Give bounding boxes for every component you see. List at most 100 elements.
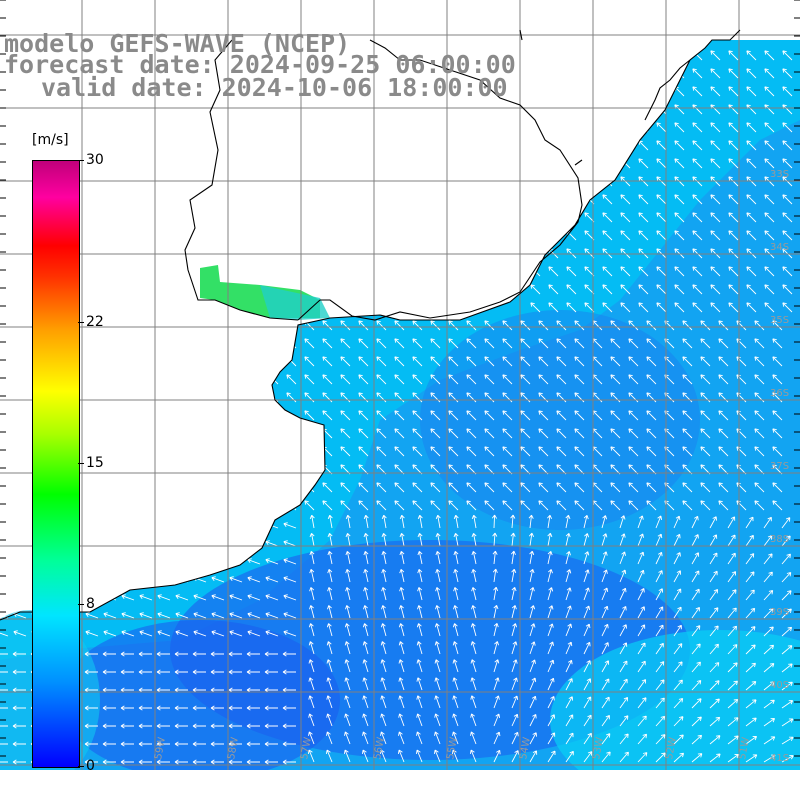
wind-arrow <box>362 731 369 745</box>
wind-arrow <box>246 651 260 657</box>
wind-arrow <box>718 320 729 331</box>
wind-arrow <box>710 158 721 169</box>
wind-arrow <box>700 482 711 493</box>
wind-arrow <box>502 320 513 331</box>
wind-arrow <box>308 641 315 655</box>
wind-arrow <box>399 605 405 619</box>
wind-arrow <box>344 713 351 727</box>
wind-arrow <box>692 248 703 259</box>
wind-arrow <box>493 749 501 763</box>
wind-arrow <box>556 482 567 493</box>
wind-arrow <box>416 713 423 727</box>
wind-arrow <box>565 514 571 529</box>
wind-arrow <box>673 606 682 619</box>
wind-arrow <box>772 320 783 331</box>
wind-arrow <box>692 68 703 79</box>
wind-arrow <box>638 302 649 313</box>
wind-arrow <box>710 140 721 151</box>
wind-arrow <box>228 723 242 729</box>
wind-arrow <box>84 705 98 711</box>
wind-arrow <box>103 630 117 637</box>
wind-arrow <box>728 158 739 169</box>
wind-arrow <box>763 589 774 601</box>
wind-arrow <box>174 759 188 765</box>
wind-arrow <box>453 532 459 547</box>
wind-arrow <box>327 605 333 619</box>
wind-arrow <box>655 642 664 655</box>
wind-arrow <box>601 751 611 763</box>
wind-arrow <box>764 158 775 169</box>
wind-arrow <box>380 731 387 745</box>
wind-arrow <box>264 669 278 675</box>
wind-arrow <box>412 428 423 439</box>
wind-arrow <box>754 338 765 349</box>
wind-arrow <box>265 594 279 601</box>
wind-arrow <box>120 705 134 711</box>
estuary-wave-patch-2 <box>260 285 330 320</box>
wind-arrow <box>435 605 441 619</box>
wind-arrow <box>434 695 441 709</box>
wind-arrow <box>435 568 441 583</box>
wind-arrow <box>682 500 693 511</box>
wind-arrow <box>710 212 721 223</box>
longitude-label: 51W <box>737 736 752 760</box>
wind-arrow <box>412 356 423 367</box>
wind-arrow <box>727 735 739 745</box>
wind-arrow <box>453 568 459 583</box>
wind-arrow <box>547 677 555 691</box>
colorbar-tick-label: 30 <box>86 152 104 168</box>
wind-arrow <box>556 500 567 511</box>
wind-arrow <box>602 248 613 259</box>
wind-arrow <box>583 569 590 583</box>
wind-arrow <box>710 284 721 295</box>
wind-arrow <box>283 540 297 547</box>
wind-arrow <box>628 464 639 475</box>
wind-arrow <box>307 749 315 763</box>
longitude-label: 52W <box>664 736 679 760</box>
wind-arrow <box>102 759 116 765</box>
wind-arrow <box>529 695 537 709</box>
wind-arrow <box>322 374 333 385</box>
wind-arrow <box>412 320 423 331</box>
wind-arrow <box>709 716 721 727</box>
wind-arrow <box>102 705 116 711</box>
wind-arrow <box>435 514 441 529</box>
wind-arrow <box>484 500 495 511</box>
wind-arrow <box>700 464 711 475</box>
wind-arrow <box>692 266 703 277</box>
wind-arrow <box>728 194 739 205</box>
wind-arrow <box>529 659 536 673</box>
wind-arrow <box>0 632 9 637</box>
wind-arrow <box>380 677 387 691</box>
wind-arrow <box>764 212 775 223</box>
wind-arrow <box>511 568 517 583</box>
wind-arrow <box>435 587 441 601</box>
wind-arrow <box>655 533 663 547</box>
wind-arrow <box>566 302 577 313</box>
wind-arrow <box>601 587 609 601</box>
wind-arrow <box>471 587 477 601</box>
wind-arrow <box>211 630 225 637</box>
wind-arrow <box>192 651 206 657</box>
wind-arrow <box>326 641 333 655</box>
wind-arrow <box>520 446 531 457</box>
wind-arrow <box>471 532 477 547</box>
wind-arrow <box>358 500 369 511</box>
wind-arrow <box>692 284 703 295</box>
wind-arrow <box>610 374 621 385</box>
wind-arrow <box>358 320 369 331</box>
wind-arrow <box>84 723 98 729</box>
wind-arrow <box>417 550 423 565</box>
wind-arrow <box>448 356 459 367</box>
wind-arrow <box>358 410 369 421</box>
wind-arrow <box>709 552 718 565</box>
wind-arrow <box>470 659 477 673</box>
wind-arrow <box>326 713 333 727</box>
wind-arrow <box>228 705 242 711</box>
wind-arrow <box>637 588 645 601</box>
wind-arrow <box>448 446 459 457</box>
wind-arrow <box>637 660 646 673</box>
colorbar-tick-mark <box>78 463 84 464</box>
wind-arrow <box>344 695 351 709</box>
wind-arrow <box>344 623 351 637</box>
